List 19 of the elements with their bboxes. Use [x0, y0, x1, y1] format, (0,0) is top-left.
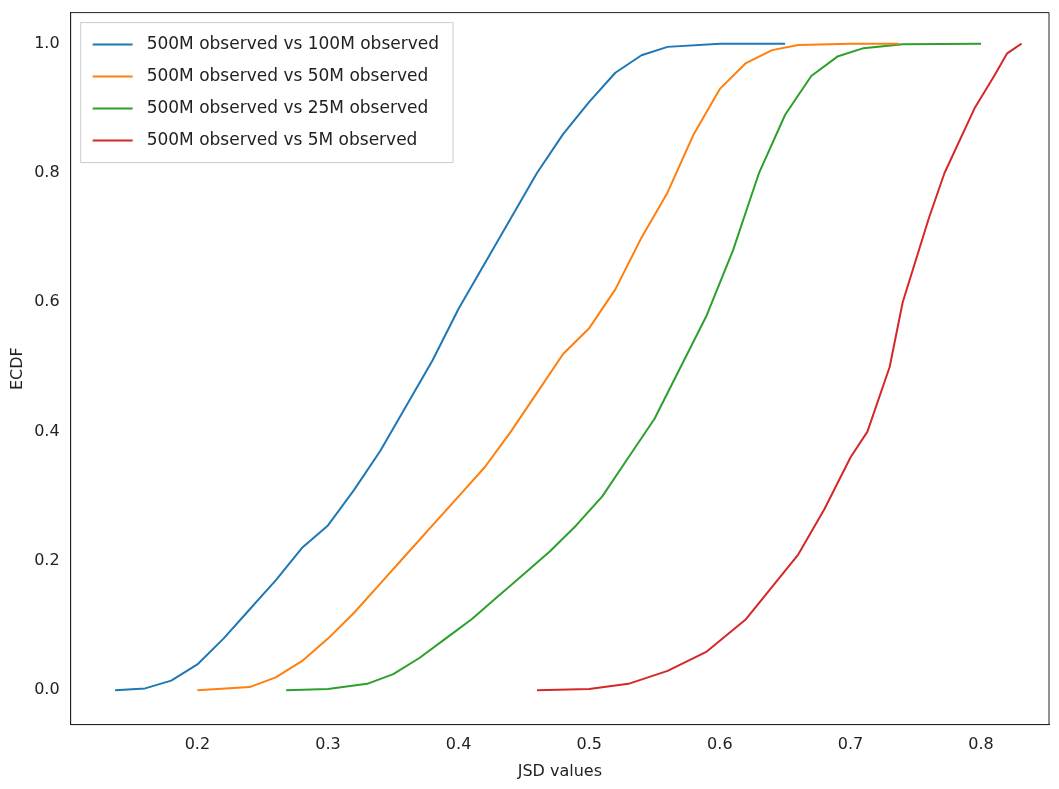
legend-label: 500M observed vs 50M observed: [146, 65, 429, 86]
y-tick-label: 1.0: [34, 32, 60, 52]
x-tick-label: 0.3: [315, 734, 341, 754]
legend-label: 500M observed vs 100M observed: [146, 33, 440, 54]
y-axis-title: ECDF: [6, 347, 26, 391]
x-tick-label: 0.4: [445, 734, 472, 754]
y-tick-label: 0.4: [34, 420, 60, 440]
x-tick-label: 0.7: [837, 734, 864, 754]
x-axis-title: JSD values: [516, 760, 602, 780]
x-tick-label: 0.8: [968, 734, 994, 754]
y-tick-label: 0.8: [34, 162, 60, 182]
x-tick-label: 0.2: [184, 734, 211, 754]
y-tick-label: 0.2: [34, 550, 60, 570]
legend-label: 500M observed vs 25M observed: [146, 97, 429, 118]
y-tick-label: 0.6: [34, 291, 60, 311]
x-tick-label: 0.5: [576, 734, 602, 754]
legend-label: 500M observed vs 5M observed: [146, 129, 418, 150]
y-tick-label: 0.0: [34, 679, 60, 699]
x-tick-label: 0.6: [707, 734, 733, 754]
